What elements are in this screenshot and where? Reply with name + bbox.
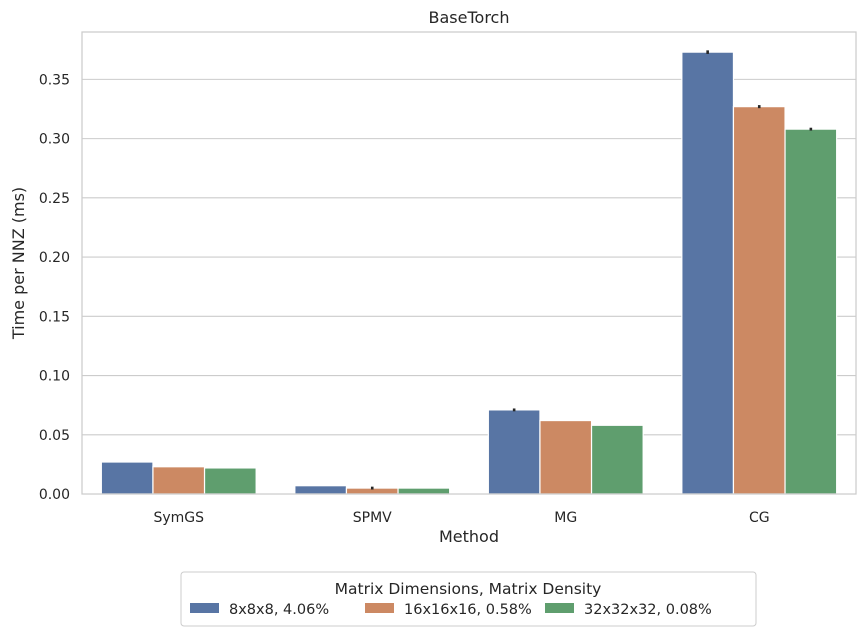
- legend-swatch: [365, 603, 394, 613]
- bar: [681, 51, 735, 495]
- x-tick-label: CG: [749, 510, 770, 526]
- y-tick-label: 0.25: [39, 191, 70, 207]
- bar: [294, 485, 348, 495]
- x-tick-labels: SymGS SPMV MG CG: [153, 510, 769, 526]
- legend-label: 32x32x32, 0.08%: [584, 602, 712, 618]
- bar: [539, 419, 593, 495]
- y-tick-label: 0.30: [39, 132, 70, 148]
- legend-swatch: [190, 603, 219, 613]
- legend-label: 8x8x8, 4.06%: [229, 602, 329, 618]
- chart-title: BaseTorch: [429, 8, 510, 27]
- y-tick-label: 0.20: [39, 250, 70, 266]
- bar: [397, 487, 451, 495]
- bar: [590, 424, 644, 495]
- y-tick-label: 0.10: [39, 369, 70, 385]
- x-axis-label: Method: [439, 527, 499, 546]
- bar: [100, 461, 154, 495]
- y-tick-label: 0.05: [39, 428, 70, 444]
- bar: [784, 128, 838, 495]
- x-tick-label: SymGS: [153, 510, 204, 526]
- legend-label: 16x16x16, 0.58%: [404, 602, 532, 618]
- x-tick-label: SPMV: [353, 510, 392, 526]
- legend-swatch: [545, 603, 574, 613]
- plot-frame: [81, 31, 857, 495]
- legend-box: [180, 571, 757, 627]
- y-tick-label: 0.00: [39, 487, 70, 503]
- legend: Matrix Dimensions, Matrix Density 8x8x8,…: [180, 571, 757, 627]
- bar: [732, 106, 786, 495]
- grid-lines: [82, 78, 856, 495]
- error-bars: [370, 50, 813, 490]
- y-tick-labels: 0.00 0.05 0.10 0.15 0.20 0.25 0.30 0.35: [39, 72, 70, 503]
- legend-items: 8x8x8, 4.06% 16x16x16, 0.58% 32x32x32, 0.0…: [190, 602, 712, 618]
- bar: [487, 409, 541, 495]
- y-tick-label: 0.15: [39, 309, 70, 325]
- legend-title: Matrix Dimensions, Matrix Density: [335, 580, 602, 598]
- bars: [100, 51, 838, 495]
- y-axis-label: Time per NNZ (ms): [9, 187, 28, 340]
- bar: [152, 466, 206, 495]
- bar: [203, 467, 257, 495]
- y-tick-label: 0.35: [39, 72, 70, 88]
- x-tick-label: MG: [554, 510, 577, 526]
